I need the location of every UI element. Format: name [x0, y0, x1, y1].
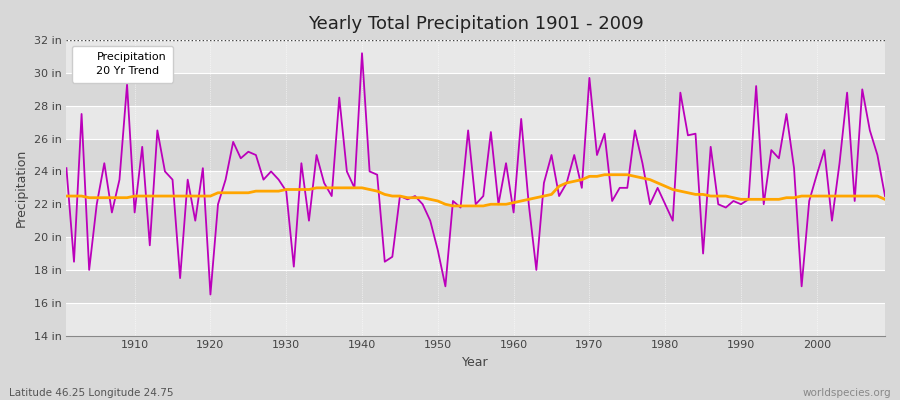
Legend: Precipitation, 20 Yr Trend: Precipitation, 20 Yr Trend [72, 46, 173, 82]
Text: worldspecies.org: worldspecies.org [803, 388, 891, 398]
20 Yr Trend [879, 197, 890, 202]
Line: Precipitation: Precipitation [67, 53, 885, 294]
Precipitation [341, 169, 352, 174]
Bar [67, 237, 885, 270]
Precipitation [205, 292, 216, 297]
Precipitation [61, 166, 72, 170]
20 Yr Trend [61, 194, 72, 198]
20 Yr Trend [447, 204, 458, 208]
20 Yr Trend [508, 200, 519, 205]
20 Yr Trend [599, 172, 610, 177]
20 Yr Trend [516, 198, 526, 203]
Precipitation [524, 202, 535, 207]
Precipitation [615, 186, 626, 190]
20 Yr Trend [122, 195, 132, 200]
20 Yr Trend [288, 187, 299, 192]
Bar [67, 303, 885, 336]
20 Yr Trend [334, 186, 345, 190]
Bar [67, 172, 885, 204]
Bar [67, 139, 885, 172]
Title: Yearly Total Precipitation 1901 - 2009: Yearly Total Precipitation 1901 - 2009 [308, 15, 644, 33]
Precipitation [122, 82, 132, 87]
Precipitation [296, 161, 307, 166]
Precipitation [516, 116, 526, 121]
Precipitation [356, 51, 367, 56]
Precipitation [879, 194, 890, 198]
Bar [67, 73, 885, 106]
Y-axis label: Precipitation: Precipitation [15, 149, 28, 227]
Bar [67, 204, 885, 237]
Text: Latitude 46.25 Longitude 24.75: Latitude 46.25 Longitude 24.75 [9, 388, 174, 398]
Bar [67, 270, 885, 303]
Bar [67, 106, 885, 139]
Bar [67, 40, 885, 73]
Line: 20 Yr Trend: 20 Yr Trend [67, 175, 885, 206]
20 Yr Trend [615, 172, 626, 177]
X-axis label: Year: Year [463, 356, 489, 369]
